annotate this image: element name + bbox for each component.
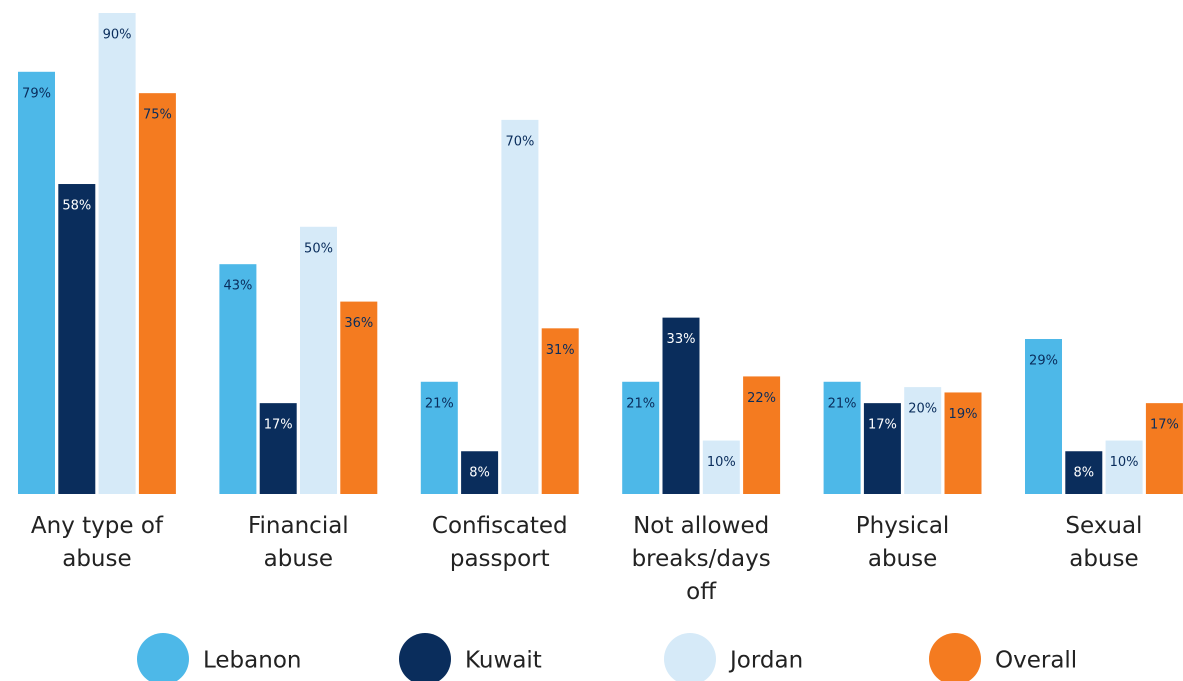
- bar: [1065, 451, 1103, 494]
- value-label: 17%: [264, 418, 293, 433]
- value-label: 36%: [344, 316, 373, 331]
- bar: [541, 328, 579, 494]
- value-label: 43%: [223, 279, 252, 294]
- bar: [420, 381, 458, 494]
- legend-label: Jordan: [728, 648, 803, 674]
- value-label: 29%: [1029, 354, 1058, 369]
- legend-swatch: [137, 633, 189, 681]
- bar: [1025, 339, 1062, 494]
- bar: [1105, 440, 1143, 494]
- x-tick-label: Not allowed breaks/days off: [631, 513, 771, 605]
- value-label: 19%: [949, 407, 978, 422]
- value-label: 8%: [469, 466, 490, 481]
- x-tick-label: Any type of abuse: [30, 513, 163, 572]
- bar: [18, 71, 55, 495]
- x-tick-label: Confiscated passport: [431, 513, 568, 572]
- value-label: 10%: [1110, 455, 1139, 470]
- legend-label: Kuwait: [465, 648, 542, 674]
- bar: [98, 13, 136, 494]
- value-label: 21%: [828, 396, 857, 411]
- bar: [501, 119, 539, 494]
- value-label: 31%: [546, 343, 575, 358]
- value-label: 17%: [1150, 418, 1179, 433]
- bar: [743, 376, 781, 494]
- legend-swatch: [664, 633, 716, 681]
- bar: [259, 403, 297, 494]
- legend-label: Overall: [995, 648, 1077, 674]
- bar: [58, 184, 96, 494]
- bar: [823, 381, 861, 494]
- value-label: 10%: [707, 455, 736, 470]
- value-label: 22%: [747, 391, 776, 406]
- bar: [863, 403, 901, 494]
- x-tick-label: Sexual abuse: [1065, 513, 1143, 572]
- bar: [1145, 403, 1183, 494]
- legend-swatch: [399, 633, 451, 681]
- value-label: 58%: [62, 199, 91, 214]
- value-label: 17%: [868, 418, 897, 433]
- legend-label: Lebanon: [203, 648, 301, 674]
- value-label: 33%: [667, 332, 696, 347]
- value-label: 79%: [22, 86, 51, 101]
- bar: [300, 226, 337, 494]
- value-label: 75%: [143, 108, 172, 123]
- legend-swatch: [929, 633, 981, 681]
- bar: [138, 93, 176, 495]
- x-tick-label: Financial abuse: [247, 513, 349, 572]
- value-label: 21%: [626, 396, 655, 411]
- bar: [702, 440, 740, 494]
- bar: [219, 264, 257, 494]
- value-label: 20%: [908, 402, 937, 417]
- value-label: 70%: [505, 134, 534, 149]
- bar: [944, 392, 982, 494]
- value-label: 21%: [425, 396, 454, 411]
- bar: [904, 387, 942, 494]
- value-label: 90%: [103, 28, 132, 43]
- value-label: 8%: [1073, 466, 1094, 481]
- bar: [662, 317, 700, 494]
- bar: [340, 301, 378, 494]
- value-label: 50%: [304, 241, 333, 256]
- bar: [622, 381, 660, 494]
- x-tick-label: Physical abuse: [855, 513, 950, 572]
- bar: [461, 451, 499, 494]
